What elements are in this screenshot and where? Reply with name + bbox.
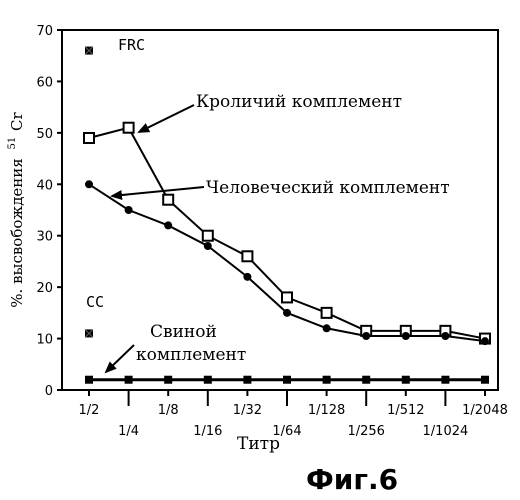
svg-text:%. высвобождения 51: %. высвобождения 51 Cr <box>1 111 26 307</box>
rabbit-annotation: Кроличий комплемент <box>196 92 402 112</box>
pig-annotation-line1: Свиной <box>150 322 217 342</box>
data-point <box>362 332 370 340</box>
x-tick-label: 1/512 <box>387 403 424 418</box>
data-point <box>243 376 251 384</box>
data-point <box>124 123 134 133</box>
y-axis-label: %. высвобождения 51 Cr <box>1 111 26 307</box>
data-point <box>282 292 292 302</box>
y-tick-label: 70 <box>36 24 53 39</box>
y-tick-label: 30 <box>36 230 53 245</box>
data-point <box>402 332 410 340</box>
data-point <box>243 273 251 281</box>
data-point <box>283 376 291 384</box>
y-axis-label-unit: Cr <box>8 111 26 130</box>
data-point <box>481 337 489 345</box>
x-tick-label: 1/1024 <box>423 424 469 439</box>
human-annotation: Человеческий комплемент <box>206 178 450 198</box>
data-point <box>402 376 410 384</box>
data-point <box>283 309 291 317</box>
x-tick-label: 1/256 <box>347 424 384 439</box>
y-tick-label: 20 <box>36 281 53 296</box>
x-tick-label: 1/2 <box>79 403 100 418</box>
y-tick-label: 40 <box>36 178 53 193</box>
human-arrow <box>112 187 204 196</box>
data-point <box>362 376 370 384</box>
data-point <box>323 324 331 332</box>
data-point <box>242 251 252 261</box>
data-point <box>203 231 213 241</box>
pig-annotation-line2: комплемент <box>136 345 246 365</box>
data-point <box>204 242 212 250</box>
series-line <box>89 128 485 339</box>
data-point <box>164 221 172 229</box>
y-tick-label: 50 <box>36 127 53 142</box>
data-point <box>163 195 173 205</box>
y-tick-label: 0 <box>45 384 53 399</box>
x-tick-label: 1/2048 <box>462 403 508 418</box>
x-tick-label: 1/128 <box>308 403 345 418</box>
frc-label: FRC <box>118 36 145 54</box>
y-axis-label-superscript: 51 <box>7 137 18 150</box>
y-tick-label: 10 <box>36 333 53 348</box>
data-point <box>441 376 449 384</box>
data-point <box>164 376 172 384</box>
x-tick-label: 1/4 <box>118 424 139 439</box>
y-axis-label-text: %. высвобождения <box>8 158 26 307</box>
x-tick-label: 1/16 <box>193 424 222 439</box>
figure-label: Фиг.6 <box>306 463 398 496</box>
data-point <box>481 376 489 384</box>
x-axis-label: Титр <box>237 434 280 454</box>
x-tick-label: 1/8 <box>158 403 179 418</box>
data-point <box>85 376 93 384</box>
data-point <box>125 376 133 384</box>
y-tick-label: 60 <box>36 75 53 90</box>
data-point <box>204 376 212 384</box>
series-line <box>89 184 485 341</box>
data-point <box>323 376 331 384</box>
data-point <box>125 206 133 214</box>
data-point <box>441 332 449 340</box>
rabbit-arrow <box>139 105 194 132</box>
pig-arrow <box>106 345 134 372</box>
cc-label: CC <box>86 293 104 311</box>
data-point <box>84 133 94 143</box>
data-point <box>85 180 93 188</box>
data-point <box>322 308 332 318</box>
x-tick-label: 1/32 <box>233 403 262 418</box>
